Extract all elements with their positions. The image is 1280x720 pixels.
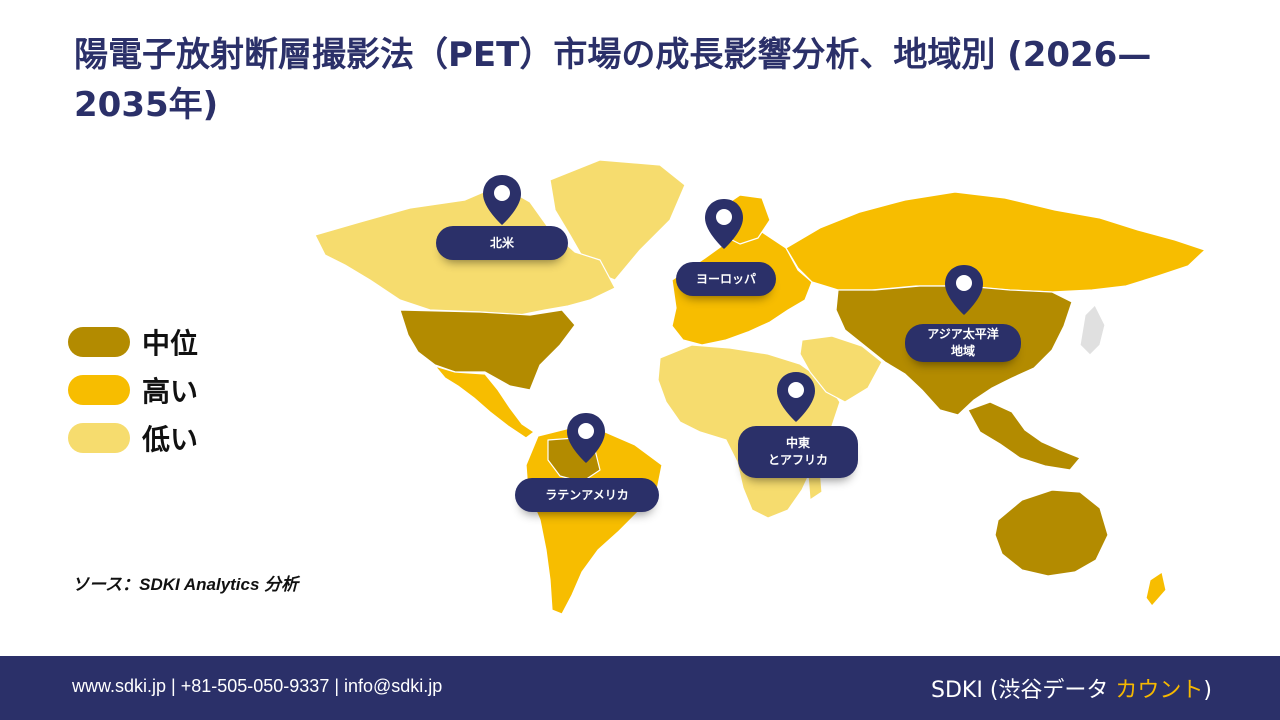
region-label-middle-east-africa: 中東 とアフリカ xyxy=(738,426,858,478)
region-russia xyxy=(785,191,1206,293)
region-southeast-asia xyxy=(967,401,1081,471)
map-pin-icon xyxy=(777,372,815,422)
region-label-north-america: 北米 xyxy=(436,226,568,260)
page-title: 陽電子放射断層撮影法（PET）市場の成長影響分析、地域別 (2026—2035年… xyxy=(74,35,1152,125)
legend-swatch-medium xyxy=(68,327,130,357)
legend-label: 高い xyxy=(142,375,199,408)
legend-item-high: 高い xyxy=(68,366,198,414)
legend-label: 中位 xyxy=(142,327,199,360)
source-note: ソース：SDKI Analytics 分析 xyxy=(72,575,299,594)
region-middle-east xyxy=(799,335,883,403)
world-map xyxy=(314,159,1206,615)
legend-item-low: 低い xyxy=(68,414,198,462)
region-mexico xyxy=(434,365,535,439)
region-label-latin-america: ラテンアメリカ xyxy=(515,478,659,512)
region-new-zealand xyxy=(1145,571,1167,607)
brand-prefix: SDKI (渋谷データ xyxy=(931,678,1116,703)
footer-bar: www.sdki.jp | +81-505-050-9337 | info@sd… xyxy=(0,656,1280,720)
legend-swatch-high xyxy=(68,375,130,405)
region-label-asia-pacific: アジア太平洋 地域 xyxy=(905,324,1021,362)
footer-contact: www.sdki.jp | +81-505-050-9337 | info@sd… xyxy=(72,676,443,696)
legend-swatch-low xyxy=(68,423,130,453)
brand-suffix: ) xyxy=(1203,678,1212,703)
region-usa xyxy=(399,309,576,391)
legend: 中位 高い 低い xyxy=(68,318,198,462)
brand-accent: カウント xyxy=(1115,678,1204,703)
region-japan xyxy=(1079,304,1106,356)
region-greenland xyxy=(549,159,686,281)
region-australia xyxy=(994,489,1109,577)
map-pin-icon xyxy=(705,199,743,249)
legend-label: 低い xyxy=(142,423,199,456)
legend-item-medium: 中位 xyxy=(68,318,198,366)
map-pin-icon xyxy=(567,413,605,463)
footer-brand: SDKI (渋谷データ カウント) xyxy=(931,672,1212,704)
map-pin-icon xyxy=(483,175,521,225)
region-label-europe: ヨーロッパ xyxy=(676,262,776,296)
map-pin-icon xyxy=(945,265,983,315)
